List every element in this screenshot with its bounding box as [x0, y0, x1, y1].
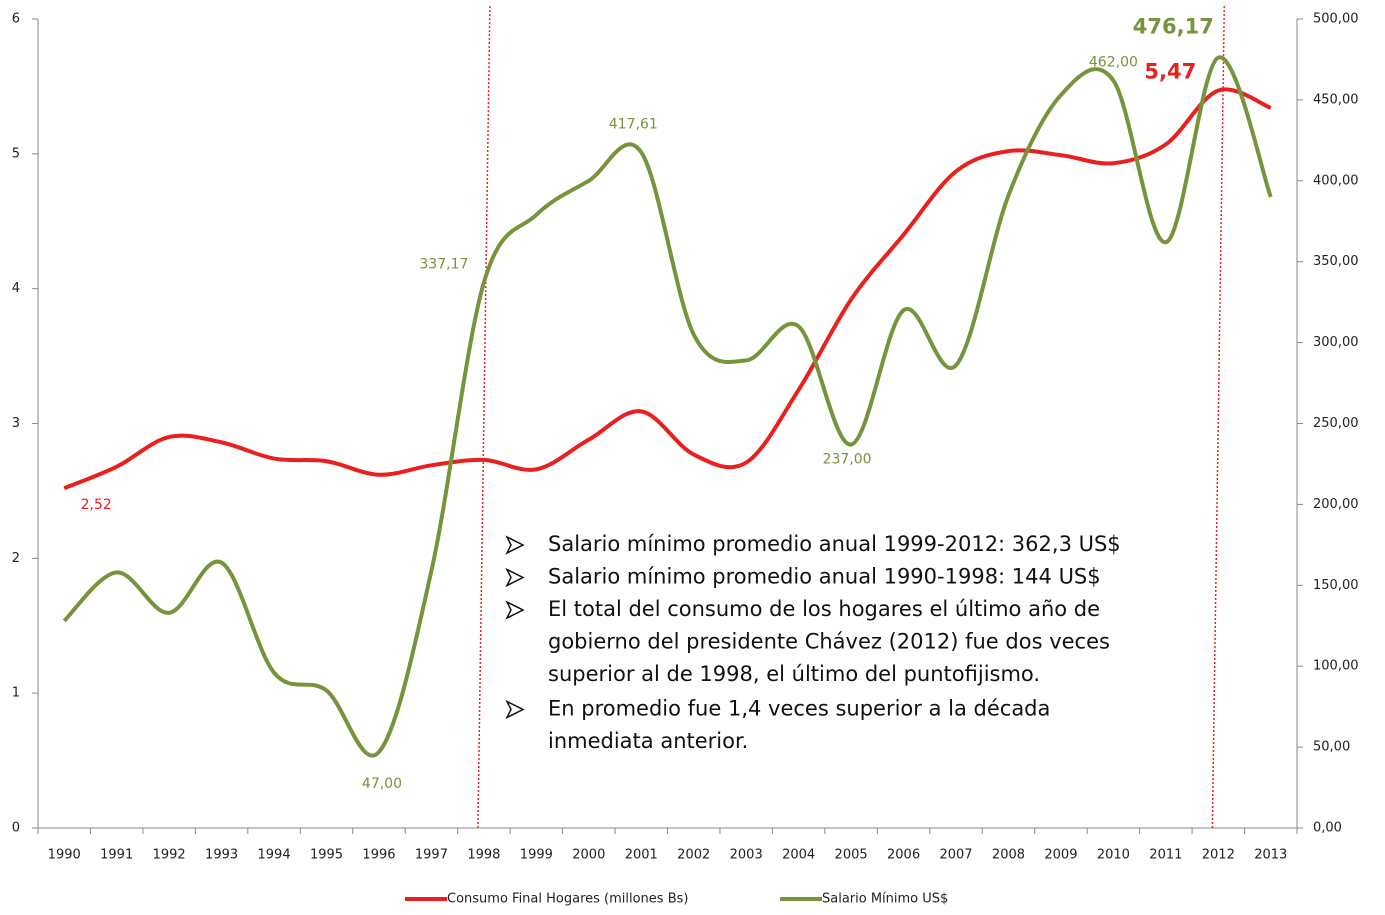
- reference-line: [1211, 3, 1226, 829]
- line-series: [62, 55, 1273, 758]
- legend-label: Salario Mínimo US$: [822, 892, 948, 907]
- y2-tick-label: 0,00: [1313, 821, 1342, 836]
- x-tick-label: 1994: [258, 848, 291, 863]
- x-tick-label: 1991: [100, 848, 133, 863]
- data-label: 462,00: [1089, 54, 1138, 70]
- annotation-text: Salario mínimo promedio anual 1990-1998:…: [548, 565, 1101, 589]
- x-tick-label: 2009: [1044, 848, 1077, 863]
- x-tick-label: 2001: [625, 848, 658, 863]
- x-tick-label: 1998: [467, 848, 500, 863]
- y2-tick-label: 350,00: [1313, 254, 1359, 269]
- x-tick-label: 1992: [153, 848, 186, 863]
- bullet-arrow: [505, 699, 525, 720]
- annotation-text: superior al de 1998, el último del punto…: [548, 662, 1040, 686]
- y2-tick-label: 250,00: [1313, 416, 1359, 431]
- x-tick-label: 1999: [520, 848, 553, 863]
- data-label: 417,61: [609, 116, 658, 132]
- y-tick-label: 4: [12, 281, 20, 296]
- x-tick-label: 1995: [310, 848, 343, 863]
- x-tick-label: 2000: [572, 848, 605, 863]
- x-tick-label: 2008: [992, 848, 1025, 863]
- annotation-text: Salario mínimo promedio anual 1999-2012:…: [548, 532, 1121, 556]
- y-tick-label: 3: [12, 416, 20, 431]
- reference-line: [477, 3, 491, 829]
- y-tick-label: 5: [12, 146, 20, 161]
- x-tick-label: 2004: [782, 848, 815, 863]
- y-tick-label: 0: [12, 821, 20, 836]
- y2-tick-label: 50,00: [1313, 740, 1350, 755]
- legend-label: Consumo Final Hogares (millones Bs): [447, 892, 688, 907]
- annotation-text: inmediata anterior.: [548, 729, 748, 753]
- y2-tick-label: 200,00: [1313, 497, 1359, 512]
- data-label: 237,00: [823, 452, 872, 468]
- y2-tick-label: 400,00: [1313, 173, 1359, 188]
- bullet-arrow: [505, 535, 525, 555]
- x-tick-label: 1993: [205, 848, 238, 863]
- y2-tick-label: 100,00: [1313, 659, 1359, 674]
- y2-tick-label: 300,00: [1313, 335, 1359, 350]
- data-label: 5,47: [1144, 59, 1196, 83]
- annotation-text: En promedio fue 1,4 veces superior a la …: [548, 697, 1050, 721]
- x-tick-label: 2005: [835, 848, 868, 863]
- data-label: 337,17: [419, 256, 468, 272]
- y-tick-label: 6: [12, 12, 20, 27]
- y-tick-label: 1: [12, 686, 20, 701]
- data-label: 47,00: [362, 776, 402, 792]
- data-label: 476,17: [1133, 15, 1214, 39]
- x-tick-label: 1996: [362, 848, 395, 863]
- annotation-text: El total del consumo de los hogares el ú…: [548, 597, 1100, 621]
- line-series: [63, 87, 1272, 491]
- y-tick-label: 2: [12, 551, 20, 566]
- annotation-text: gobierno del presidente Chávez (2012) fu…: [548, 630, 1110, 654]
- x-tick-label: 2007: [939, 848, 972, 863]
- bullet-arrow: [505, 567, 525, 588]
- x-tick-label: 2012: [1202, 848, 1235, 863]
- x-tick-label: 2006: [887, 848, 920, 863]
- x-tick-label: 1990: [48, 848, 81, 863]
- x-tick-label: 2013: [1254, 848, 1287, 863]
- x-tick-label: 1997: [415, 848, 448, 863]
- x-tick-label: 2002: [677, 848, 710, 863]
- x-tick-label: 2003: [730, 848, 763, 863]
- data-label: 2,52: [81, 497, 112, 513]
- y2-tick-label: 150,00: [1313, 578, 1359, 593]
- x-tick-label: 2011: [1149, 848, 1182, 863]
- x-tick-label: 2010: [1097, 848, 1130, 863]
- y2-tick-label: 500,00: [1313, 12, 1359, 27]
- y2-tick-label: 450,00: [1313, 92, 1359, 107]
- bullet-arrow: [505, 600, 525, 620]
